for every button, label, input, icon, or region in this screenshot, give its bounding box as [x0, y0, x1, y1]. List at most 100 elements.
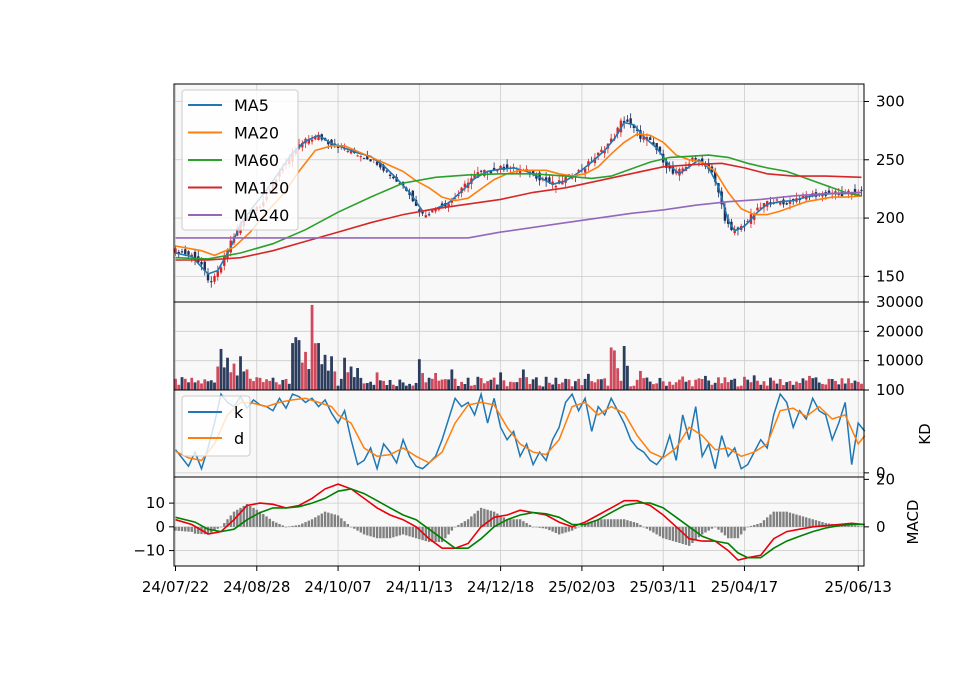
macd-bar: [372, 526, 376, 538]
candle-body: [210, 281, 213, 283]
macd-bar: [723, 526, 727, 536]
candle-body: [531, 170, 535, 174]
macd-bar: [759, 523, 762, 527]
legend-entry: MA240: [234, 206, 289, 225]
candle-body: [336, 146, 340, 148]
macd-bar: [746, 526, 749, 528]
macd-bar: [382, 526, 385, 539]
macd-bar: [450, 526, 454, 531]
macd-bar: [590, 521, 593, 527]
volume-bar: [596, 379, 600, 390]
volume-bar: [622, 346, 626, 390]
volume-bar: [206, 381, 210, 390]
volume-bar: [499, 372, 503, 390]
macd-bar: [622, 519, 626, 527]
macd-bar: [609, 519, 613, 527]
volume-bar: [746, 379, 750, 390]
macd-bar: [668, 526, 671, 541]
candle-body: [366, 155, 369, 160]
volume-bar: [473, 384, 477, 390]
candle-body: [762, 202, 766, 208]
volume-bar: [785, 382, 789, 390]
macd-bar: [512, 519, 515, 527]
macd-bar: [850, 524, 853, 527]
macd-bar: [353, 526, 356, 529]
macd-bar: [424, 526, 428, 542]
candle-body: [723, 207, 727, 221]
macd-bar: [541, 526, 545, 529]
kd-axis-label: KD: [916, 423, 934, 444]
candle-body: [317, 134, 320, 140]
macd-bar: [697, 526, 701, 538]
macd-bar: [753, 524, 756, 527]
volume-bar: [730, 379, 733, 390]
macd-bar: [486, 509, 489, 527]
candle-body: [223, 256, 226, 266]
macd-bar: [671, 526, 675, 542]
volume-bar: [804, 380, 808, 390]
volume-bar: [580, 385, 584, 390]
macd-bar: [245, 504, 249, 527]
volume-bar: [177, 384, 181, 390]
macd-bar: [418, 526, 421, 540]
macd-bar: [782, 511, 785, 527]
volume-bar: [593, 382, 597, 390]
macd-bar: [538, 526, 541, 528]
macd-bar: [648, 526, 652, 531]
candle-body: [635, 129, 639, 131]
volume-bar: [847, 378, 850, 390]
volume-bar: [678, 379, 681, 390]
candle-body: [600, 149, 603, 153]
volume-bar: [808, 375, 811, 390]
ma20-line: [175, 133, 862, 257]
macd-bar: [730, 526, 733, 539]
volume-bar: [320, 364, 324, 390]
volume-bar: [502, 380, 506, 390]
macd-bar: [440, 526, 444, 543]
volume-bar: [720, 383, 724, 390]
volume-bar: [391, 384, 395, 390]
macd-bar: [678, 526, 681, 543]
volume-bar: [821, 383, 824, 390]
macd-bar: [658, 526, 662, 537]
candle-body: [427, 214, 431, 216]
macd-bar: [733, 526, 736, 539]
volume-bar: [801, 378, 805, 390]
volume-bar: [860, 383, 863, 390]
macd-bar: [492, 511, 496, 527]
macd-bar: [346, 523, 350, 527]
macd-bar: [408, 526, 411, 537]
candle-body: [681, 168, 684, 172]
volume-bar: [691, 386, 694, 390]
volume-panel-background: [174, 302, 864, 390]
volume-bar: [665, 385, 668, 390]
volume-bar: [652, 384, 655, 390]
macd-bar: [336, 515, 340, 527]
macd-bar: [226, 519, 229, 527]
macd-bar: [570, 526, 574, 531]
macd-bar: [379, 526, 382, 539]
volume-bar: [443, 379, 447, 390]
macd-bar: [359, 526, 363, 533]
macd-bar: [528, 524, 532, 527]
macd-bar: [772, 511, 775, 527]
volume-bar: [626, 365, 629, 390]
macd-panel-frame: [173, 476, 865, 567]
macd-bar: [743, 526, 746, 531]
volume-bar: [174, 378, 177, 390]
macd-bar: [369, 526, 372, 537]
volume-bar: [707, 380, 711, 390]
macd-bar: [460, 523, 463, 527]
candle-body: [779, 201, 782, 205]
volume-bar: [700, 378, 704, 390]
volume-bar: [294, 337, 298, 390]
volume-bar: [258, 377, 262, 390]
volume-bar: [414, 382, 418, 390]
macd-bar: [262, 514, 265, 527]
macd-bar: [642, 526, 645, 528]
volume-bar: [297, 340, 301, 390]
volume-bar: [408, 383, 411, 390]
macd-bar: [811, 519, 814, 527]
x-tick-label: 24/12/18: [467, 578, 534, 596]
macd-bar: [687, 526, 691, 546]
